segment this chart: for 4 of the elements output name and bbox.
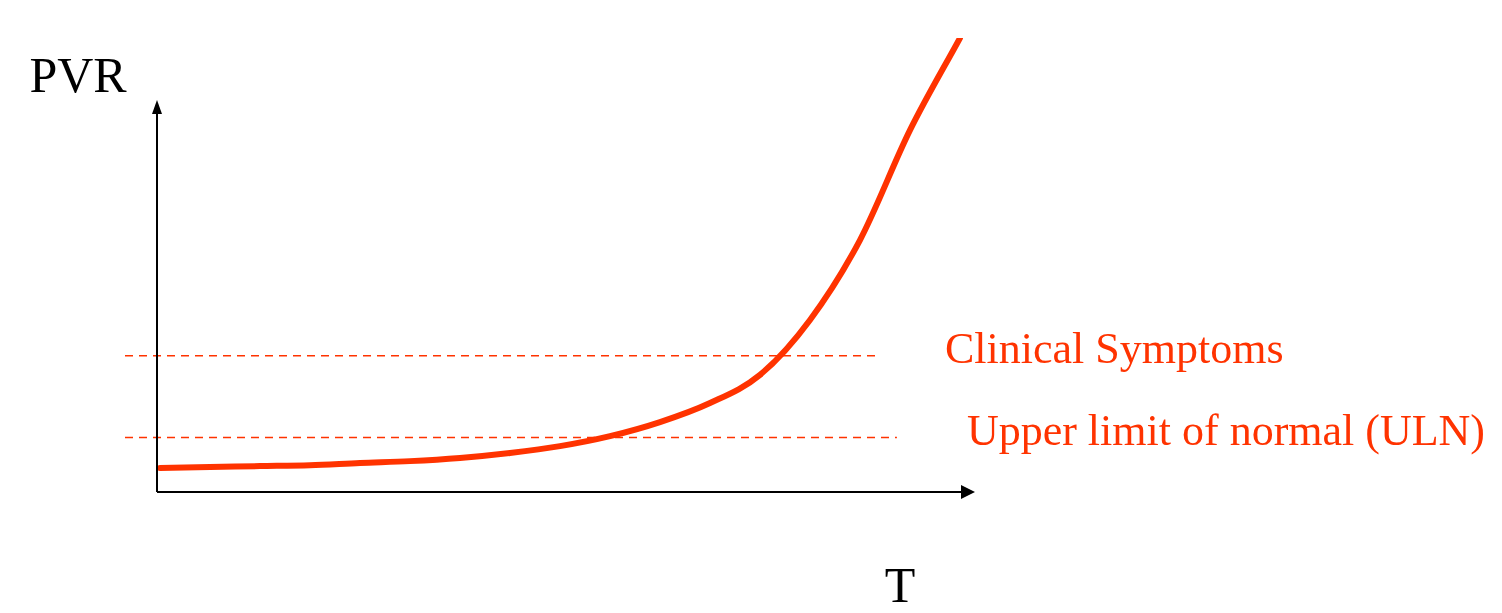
ref-line-label: Clinical Symptoms	[945, 324, 1284, 374]
y-axis-title: PVR	[29, 47, 128, 103]
ref-line-label: Upper limit of normal (ULN)	[966, 406, 1486, 456]
x-axis-title: T	[884, 557, 916, 613]
